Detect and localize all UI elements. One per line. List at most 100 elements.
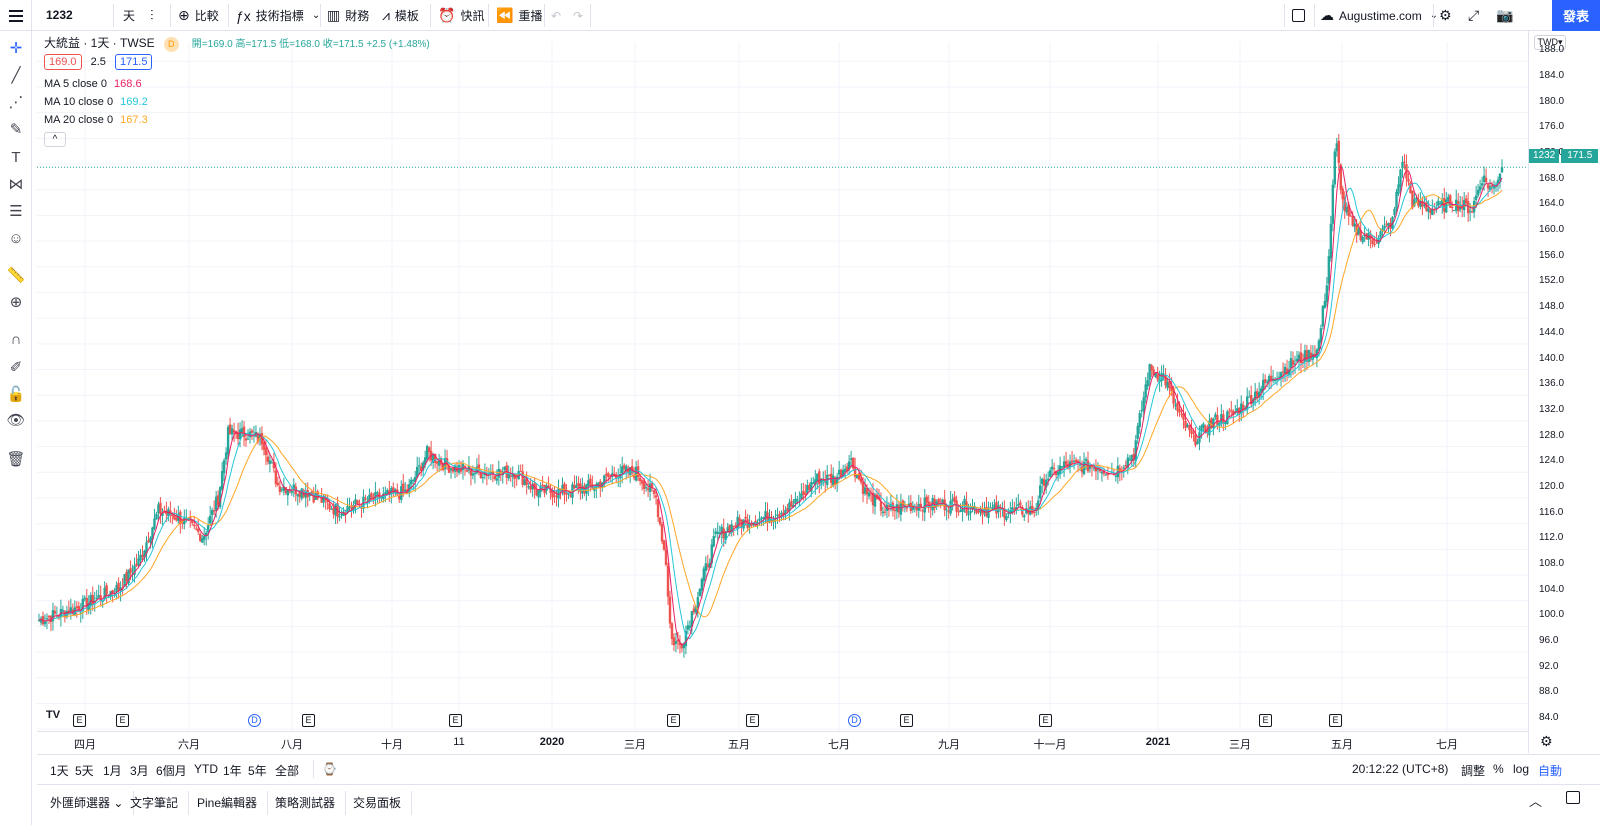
earnings-event-marker[interactable]: E [667, 714, 680, 727]
candle [1409, 182, 1412, 194]
range-button[interactable]: 5天 [75, 764, 94, 778]
buy-price-box[interactable]: 171.5 [114, 54, 153, 70]
trend-line-icon[interactable]: ╱ [11, 67, 21, 84]
zoom-in-icon[interactable]: ⊕ [9, 294, 23, 311]
snapshot-button[interactable]: 📷 [1496, 0, 1518, 31]
settings-gear-icon[interactable]: ⚙ [1540, 733, 1553, 749]
earnings-event-marker[interactable]: E [1039, 714, 1052, 727]
financials-button[interactable]: ▥ 財務 [327, 0, 369, 31]
unlock-icon[interactable]: 🔓 [6, 386, 26, 403]
bottom-panel-bar: 外匯師選器 ⌄ 文字筆記 Pine編輯器 策略測試器 交易面板 ︿ [37, 784, 1600, 825]
candle [640, 480, 644, 484]
alerts-button[interactable]: ⏰ 快訊 [438, 0, 484, 31]
range-button[interactable]: 6個月 [156, 764, 187, 778]
candle [1096, 469, 1100, 471]
maximize-panel-icon[interactable] [1566, 791, 1580, 804]
brush-icon[interactable]: ✎ [9, 121, 23, 138]
price-chart[interactable] [37, 31, 1528, 753]
fullscreen-button[interactable]: ⤢ [1468, 0, 1484, 31]
time-scale[interactable]: 四月 六月 八月 十月 11 2020 三月 五月 七月 九月 十一月 2021 三月 五月 七月 [37, 731, 1528, 753]
candle [1142, 397, 1145, 412]
indicators-button[interactable]: ƒx 技術指標 ⌄ [236, 0, 320, 31]
menu-icon[interactable] [0, 0, 32, 31]
layout-select-button[interactable] [1292, 0, 1305, 31]
candle [75, 606, 79, 608]
candle [857, 473, 861, 480]
publish-button[interactable]: 發表 [1552, 0, 1600, 31]
ma20-legend[interactable]: MA 20 close 0 167.3 [44, 112, 148, 128]
auto-toggle[interactable]: 自動 [1538, 764, 1563, 778]
panel-tab[interactable]: Pine編輯器 [187, 791, 269, 815]
panel-tab[interactable]: 文字筆記 [120, 791, 190, 815]
earnings-event-marker[interactable]: E [1259, 714, 1272, 727]
price-scale[interactable]: TWD▾ 188.0184.0180.0176.0172.0168.0164.0… [1528, 31, 1600, 753]
save-layout-button[interactable]: ☁Augustime.com⌄ [1320, 0, 1438, 31]
time-label: 八月 [281, 739, 303, 751]
earnings-event-marker[interactable]: E [449, 714, 462, 727]
prediction-tool-icon[interactable]: ☰ [9, 203, 23, 220]
sell-price-box[interactable]: 169.0 [44, 54, 82, 70]
earnings-event-marker[interactable]: E [116, 714, 129, 727]
collapse-legend-button[interactable]: ^ [44, 132, 66, 147]
fib-tool-icon[interactable]: ⋰ [8, 94, 24, 111]
dividend-event-marker[interactable]: D [848, 714, 861, 727]
range-button[interactable]: 1年 [223, 764, 242, 778]
interval-button[interactable]: 天 [123, 0, 135, 31]
range-button[interactable]: 5年 [248, 764, 267, 778]
symbol-search-input[interactable]: 1232 [46, 8, 73, 22]
eye-icon[interactable]: 👁 [6, 412, 26, 429]
log-toggle[interactable]: log [1513, 762, 1530, 776]
panel-tab[interactable]: 外匯師選器 ⌄ [40, 791, 135, 815]
earnings-event-marker[interactable]: E [73, 714, 86, 727]
candle [668, 596, 672, 624]
chart-style-button[interactable]: ⫶ [150, 0, 159, 31]
earnings-event-marker[interactable]: E [746, 714, 759, 727]
earnings-event-marker[interactable]: E [1329, 714, 1342, 727]
templates-button[interactable]: ⩘ 模板 [382, 0, 419, 31]
ma10-legend[interactable]: MA 10 close 0 169.2 [44, 94, 148, 110]
earnings-event-marker[interactable]: E [900, 714, 913, 727]
candle [83, 597, 86, 600]
tradingview-logo[interactable]: TV [46, 709, 61, 721]
range-button[interactable]: 1月 [103, 764, 122, 778]
earnings-event-marker[interactable]: E [302, 714, 315, 727]
adjust-button[interactable]: 調整 [1461, 764, 1486, 778]
candle [238, 429, 242, 440]
candle [871, 492, 875, 506]
candle [240, 428, 244, 433]
candle [869, 492, 873, 494]
candle [1186, 424, 1189, 427]
currency-select[interactable]: TWD▾ [1534, 35, 1566, 50]
range-button[interactable]: 1天 [50, 764, 69, 778]
undo-button[interactable]: ↶ [551, 0, 561, 31]
settings-button[interactable]: ⚙ [1439, 0, 1457, 31]
candle [1044, 480, 1048, 488]
range-button[interactable]: YTD [194, 762, 218, 776]
candle [433, 453, 437, 463]
candle [837, 469, 841, 475]
percent-toggle[interactable]: % [1493, 762, 1504, 776]
candle [1265, 381, 1269, 383]
ma5-legend[interactable]: MA 5 close 0 168.6 [44, 76, 142, 92]
crosshair-icon[interactable]: ✛ [9, 40, 23, 57]
dividend-event-marker[interactable]: D [248, 714, 261, 727]
symbol-title[interactable]: 大統益 · 1天 · TWSE [44, 36, 155, 50]
pattern-tool-icon[interactable]: ⋈ [8, 176, 24, 193]
goto-date-icon[interactable]: ⌚ [313, 760, 337, 778]
range-button[interactable]: 3月 [130, 764, 149, 778]
emoji-icon[interactable]: ☺ [8, 229, 24, 247]
range-button[interactable]: 全部 [275, 764, 300, 778]
ruler-icon[interactable]: 📏 [6, 267, 26, 284]
chevron-up-icon[interactable]: ︿ [1528, 794, 1542, 809]
text-tool-icon[interactable]: T [11, 148, 21, 166]
magnet-icon[interactable]: ∩ [10, 330, 22, 348]
panel-tab[interactable]: 策略測試器 [265, 791, 347, 815]
candle [810, 482, 813, 492]
replay-label: 重播 [518, 9, 543, 23]
compare-button[interactable]: ⊕ 比較 [178, 0, 219, 31]
redo-button[interactable]: ↷ [573, 0, 583, 31]
replay-button[interactable]: ⏪ 重播 [496, 0, 542, 31]
trash-icon[interactable]: 🗑 [6, 451, 26, 468]
panel-tab[interactable]: 交易面板 [343, 791, 413, 815]
lock-drawing-icon[interactable]: ✐ [9, 359, 23, 376]
